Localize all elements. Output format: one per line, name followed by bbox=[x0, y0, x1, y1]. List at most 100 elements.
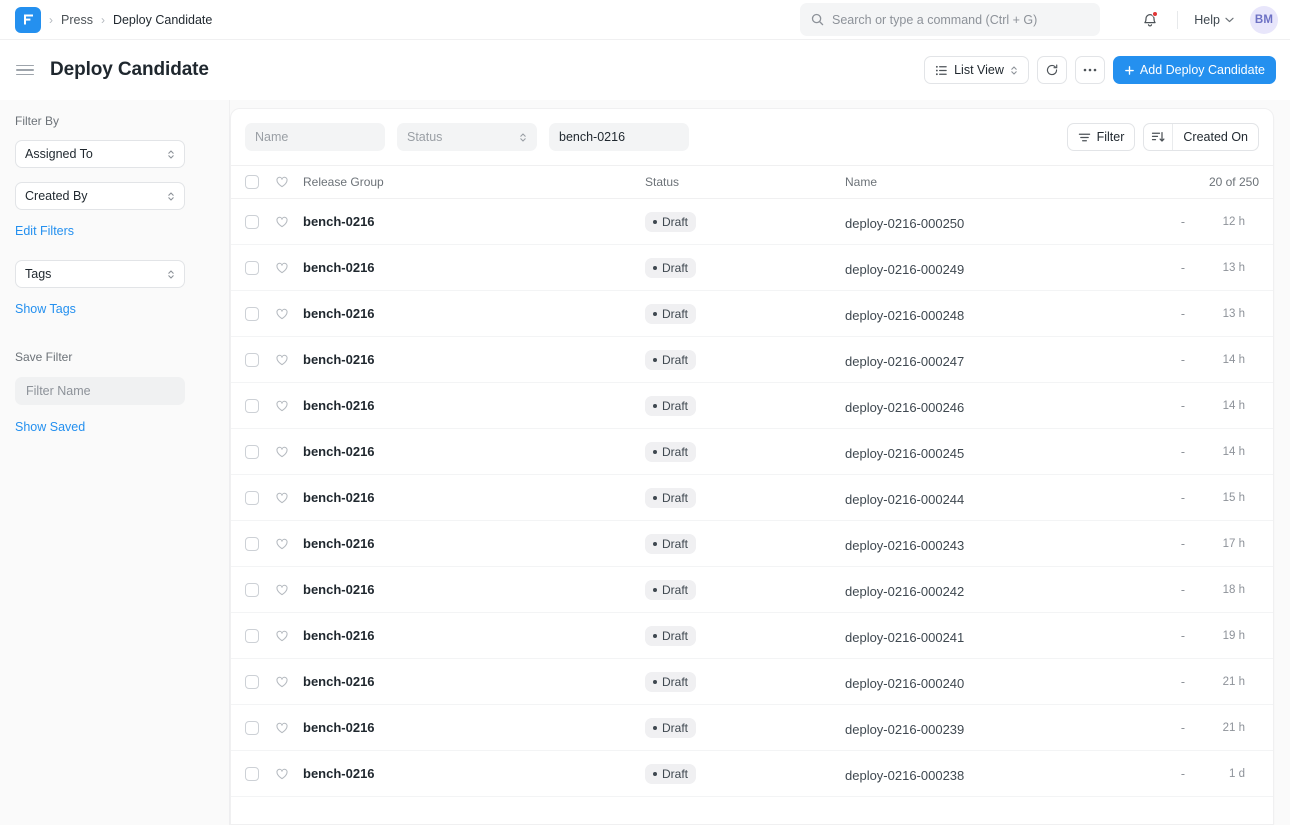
breadcrumb-item-deploy-candidate[interactable]: Deploy Candidate bbox=[112, 12, 213, 27]
cell-release-group[interactable]: bench-0216 bbox=[303, 628, 375, 643]
cell-release-group[interactable]: bench-0216 bbox=[303, 720, 375, 735]
heart-icon[interactable] bbox=[275, 175, 289, 189]
assigned-to-select[interactable]: Assigned To bbox=[15, 140, 185, 168]
table-row[interactable]: bench-0216 Draft deploy-0216-000247 - 14 h0 bbox=[231, 337, 1273, 383]
cell-release-group[interactable]: bench-0216 bbox=[303, 536, 375, 551]
table-row[interactable]: bench-0216 Draft deploy-0216-000242 - 18 h0 bbox=[231, 567, 1273, 613]
cell-release-group[interactable]: bench-0216 bbox=[303, 490, 375, 505]
cell-release-group[interactable]: bench-0216 bbox=[303, 260, 375, 275]
notifications-button[interactable] bbox=[1133, 3, 1167, 37]
cell-comments[interactable]: 0 bbox=[1245, 445, 1273, 459]
show-saved-link[interactable]: Show Saved bbox=[15, 420, 86, 434]
row-checkbox[interactable] bbox=[245, 674, 259, 689]
heart-icon[interactable] bbox=[275, 261, 289, 275]
heart-icon[interactable] bbox=[275, 675, 289, 689]
table-row[interactable]: bench-0216 Draft deploy-0216-000250 - 12 h0 bbox=[231, 199, 1273, 245]
heart-icon[interactable] bbox=[275, 307, 289, 321]
cell-comments[interactable]: 0 bbox=[1245, 215, 1273, 229]
created-by-select[interactable]: Created By bbox=[15, 182, 185, 210]
more-options-button[interactable] bbox=[1074, 56, 1105, 84]
cell-name[interactable]: deploy-0216-000241 bbox=[845, 629, 965, 645]
heart-icon[interactable] bbox=[275, 629, 289, 643]
cell-comments[interactable]: 0 bbox=[1245, 583, 1273, 597]
cell-release-group[interactable]: bench-0216 bbox=[303, 582, 375, 597]
row-checkbox[interactable] bbox=[245, 536, 259, 551]
heart-icon[interactable] bbox=[275, 583, 289, 597]
sidebar-toggle-icon[interactable] bbox=[16, 64, 34, 76]
table-row[interactable]: bench-0216 Draft deploy-0216-000241 - 19 h0 bbox=[231, 613, 1273, 659]
row-checkbox[interactable] bbox=[245, 398, 259, 413]
filter-button[interactable]: Filter bbox=[1066, 123, 1136, 151]
cell-comments[interactable]: 0 bbox=[1245, 491, 1273, 505]
table-row[interactable]: bench-0216 Draft deploy-0216-000238 - 1 d0 bbox=[231, 751, 1273, 797]
cell-name[interactable]: deploy-0216-000250 bbox=[845, 215, 965, 231]
cell-release-group[interactable]: bench-0216 bbox=[303, 352, 375, 367]
row-checkbox[interactable] bbox=[245, 628, 259, 643]
cell-name[interactable]: deploy-0216-000240 bbox=[845, 675, 965, 691]
cell-comments[interactable]: 0 bbox=[1245, 629, 1273, 643]
header-release-group[interactable]: Release Group bbox=[303, 175, 384, 189]
user-avatar[interactable]: BM bbox=[1250, 6, 1278, 34]
cell-comments[interactable]: 0 bbox=[1245, 537, 1273, 551]
cell-name[interactable]: deploy-0216-000243 bbox=[845, 537, 965, 553]
release-group-filter-input[interactable]: bench-0216 bbox=[549, 123, 689, 151]
show-tags-link[interactable]: Show Tags bbox=[15, 302, 76, 316]
row-checkbox[interactable] bbox=[245, 306, 259, 321]
sort-field-button[interactable]: Created On bbox=[1173, 124, 1258, 150]
row-checkbox[interactable] bbox=[245, 260, 259, 275]
table-row[interactable]: bench-0216 Draft deploy-0216-000248 - 13 h0 bbox=[231, 291, 1273, 337]
cell-release-group[interactable]: bench-0216 bbox=[303, 306, 375, 321]
cell-release-group[interactable]: bench-0216 bbox=[303, 444, 375, 459]
cell-name[interactable]: deploy-0216-000247 bbox=[845, 353, 965, 369]
heart-icon[interactable] bbox=[275, 353, 289, 367]
help-menu-button[interactable]: Help bbox=[1188, 8, 1240, 32]
cell-name[interactable]: deploy-0216-000249 bbox=[845, 261, 965, 277]
row-checkbox[interactable] bbox=[245, 766, 259, 781]
header-name[interactable]: Name bbox=[845, 175, 878, 189]
heart-icon[interactable] bbox=[275, 399, 289, 413]
sort-direction-button[interactable] bbox=[1144, 124, 1174, 150]
cell-name[interactable]: deploy-0216-000239 bbox=[845, 721, 965, 737]
cell-comments[interactable]: 0 bbox=[1245, 721, 1273, 735]
table-row[interactable]: bench-0216 Draft deploy-0216-000243 - 17 h0 bbox=[231, 521, 1273, 567]
cell-release-group[interactable]: bench-0216 bbox=[303, 398, 375, 413]
edit-filters-link[interactable]: Edit Filters bbox=[15, 224, 75, 238]
row-checkbox[interactable] bbox=[245, 490, 259, 505]
cell-comments[interactable]: 0 bbox=[1245, 261, 1273, 275]
cell-comments[interactable]: 0 bbox=[1245, 353, 1273, 367]
cell-comments[interactable]: 0 bbox=[1245, 307, 1273, 321]
name-filter-input[interactable]: Name bbox=[245, 123, 385, 151]
refresh-button[interactable] bbox=[1036, 56, 1067, 84]
table-row[interactable]: bench-0216 Draft deploy-0216-000239 - 21 h0 bbox=[231, 705, 1273, 751]
cell-name[interactable]: deploy-0216-000238 bbox=[845, 767, 965, 783]
cell-name[interactable]: deploy-0216-000248 bbox=[845, 307, 965, 323]
row-checkbox[interactable] bbox=[245, 720, 259, 735]
heart-icon[interactable] bbox=[275, 445, 289, 459]
cell-name[interactable]: deploy-0216-000245 bbox=[845, 445, 965, 461]
cell-release-group[interactable]: bench-0216 bbox=[303, 674, 375, 689]
heart-icon[interactable] bbox=[275, 215, 289, 229]
global-search-input[interactable]: Search or type a command (Ctrl + G) bbox=[800, 3, 1100, 36]
add-deploy-candidate-button[interactable]: Add Deploy Candidate bbox=[1112, 56, 1276, 84]
header-status[interactable]: Status bbox=[645, 175, 680, 189]
cell-comments[interactable]: 0 bbox=[1245, 399, 1273, 413]
cell-name[interactable]: deploy-0216-000246 bbox=[845, 399, 965, 415]
tags-select[interactable]: Tags bbox=[15, 260, 185, 288]
heart-icon[interactable] bbox=[275, 537, 289, 551]
cell-comments[interactable]: 0 bbox=[1245, 767, 1273, 781]
table-row[interactable]: bench-0216 Draft deploy-0216-000240 - 21 h0 bbox=[231, 659, 1273, 705]
status-filter-select[interactable]: Status bbox=[397, 123, 537, 151]
table-row[interactable]: bench-0216 Draft deploy-0216-000244 - 15 h0 bbox=[231, 475, 1273, 521]
heart-icon[interactable] bbox=[275, 767, 289, 781]
row-checkbox[interactable] bbox=[245, 444, 259, 459]
cell-comments[interactable]: 0 bbox=[1245, 675, 1273, 689]
select-all-checkbox[interactable] bbox=[245, 175, 259, 189]
table-row[interactable]: bench-0216 Draft deploy-0216-000249 - 13 h0 bbox=[231, 245, 1273, 291]
cell-release-group[interactable]: bench-0216 bbox=[303, 766, 375, 781]
table-row[interactable]: bench-0216 Draft deploy-0216-000246 - 14 h0 bbox=[231, 383, 1273, 429]
row-checkbox[interactable] bbox=[245, 352, 259, 367]
table-row[interactable]: bench-0216 Draft deploy-0216-000245 - 14 h0 bbox=[231, 429, 1273, 475]
row-checkbox[interactable] bbox=[245, 582, 259, 597]
row-checkbox[interactable] bbox=[245, 214, 259, 229]
heart-icon[interactable] bbox=[275, 721, 289, 735]
